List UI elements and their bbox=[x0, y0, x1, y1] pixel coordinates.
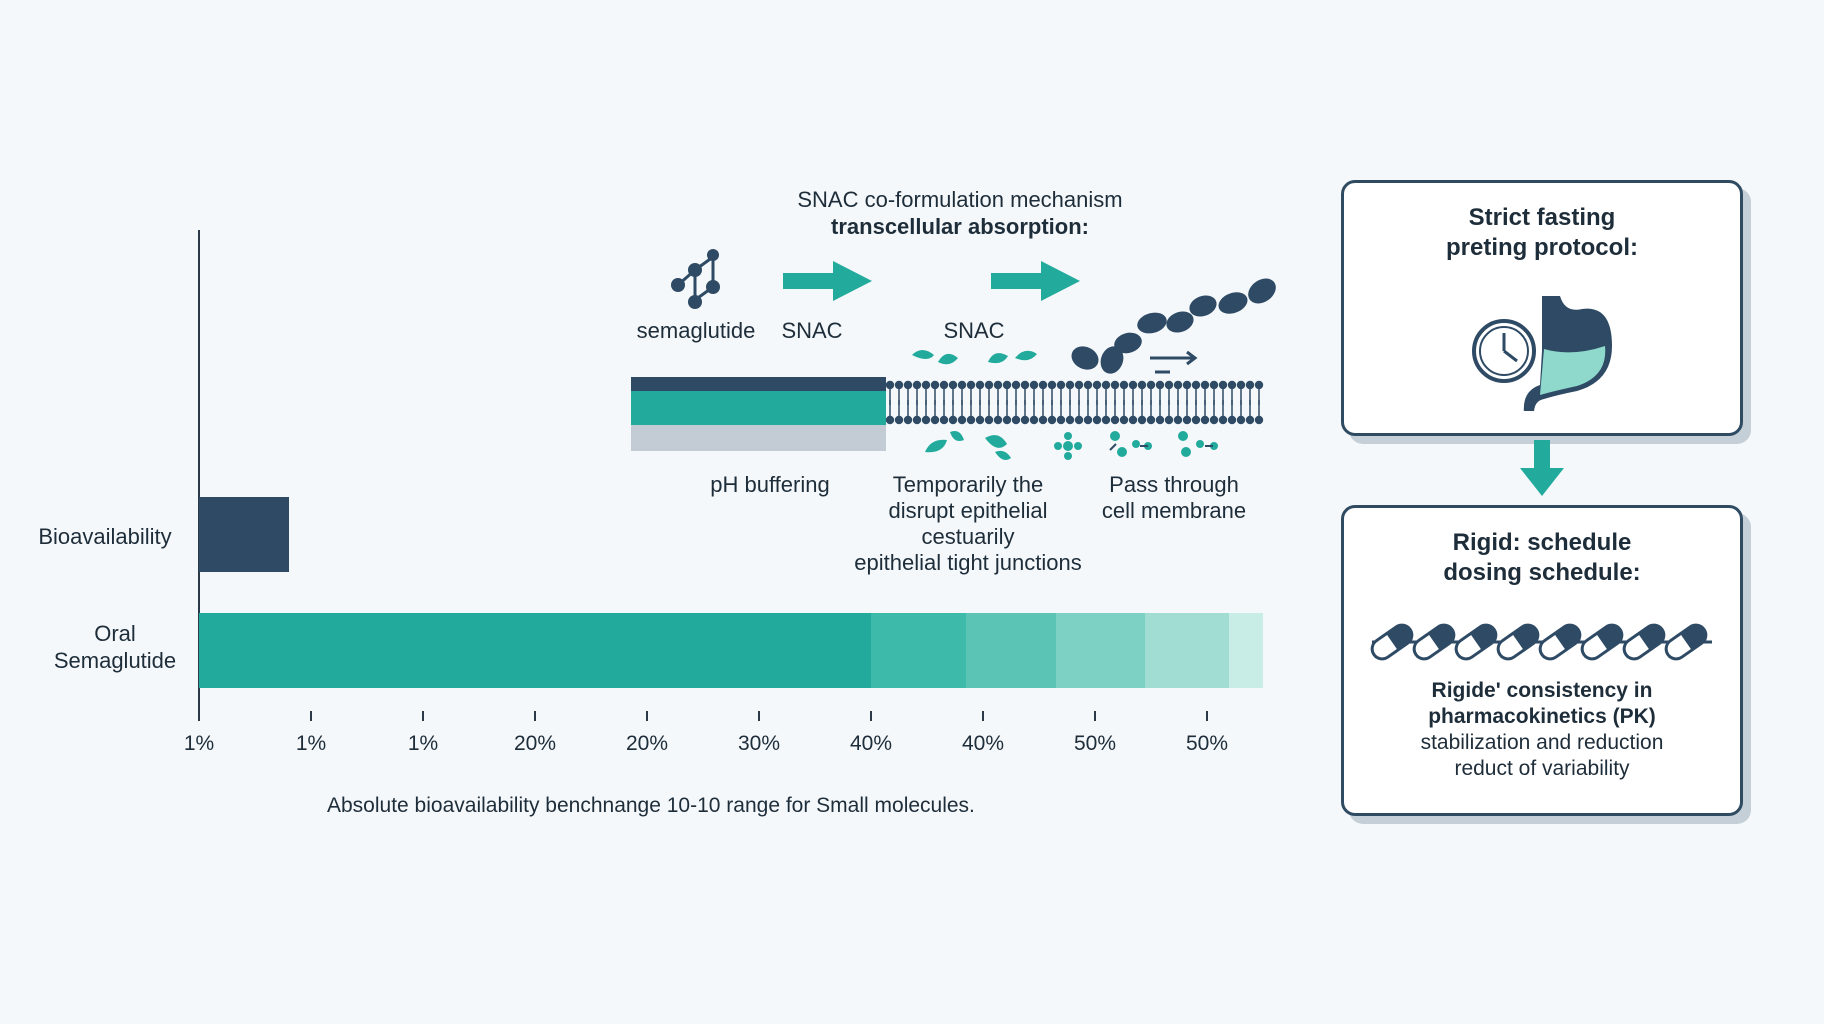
snac-fragments bbox=[912, 350, 1037, 460]
x-tick-label: 1% bbox=[407, 732, 439, 755]
label-snac-2: SNAC bbox=[943, 318, 1005, 343]
bar-segment bbox=[871, 613, 967, 688]
fasting-protocol-panel: Strict fasting preting protocol: bbox=[1341, 180, 1743, 436]
step-pass-membrane: Pass through cell membrane bbox=[1101, 472, 1247, 523]
x-tick-mark bbox=[982, 711, 984, 721]
x-tick-label: 40% bbox=[849, 732, 893, 755]
x-tick-label: 40% bbox=[961, 732, 1005, 755]
buffer-layer-grey bbox=[631, 425, 886, 451]
x-tick-label: 1% bbox=[295, 732, 327, 755]
x-tick-mark bbox=[758, 711, 760, 721]
step-ph-buffering: pH buffering bbox=[710, 472, 830, 497]
x-tick-mark bbox=[1206, 711, 1208, 721]
x-tick-label: 50% bbox=[1185, 732, 1229, 755]
x-tick-mark bbox=[534, 711, 536, 721]
dosing-panel-text: Rigide' consistency in pharmacokinetics … bbox=[1420, 679, 1664, 780]
bar bbox=[199, 497, 289, 572]
x-tick-mark bbox=[1094, 711, 1096, 721]
arrow-down-icon bbox=[1520, 440, 1564, 496]
direction-arrow-icon bbox=[1150, 350, 1198, 374]
bar-segment bbox=[1055, 613, 1146, 688]
dosing-schedule-panel: Rigid: schedule dosing schedule: Rigide'… bbox=[1341, 505, 1743, 816]
x-tick-label: 30% bbox=[737, 732, 781, 755]
x-tick-mark bbox=[646, 711, 648, 721]
cell-membrane-bilayer bbox=[885, 380, 1264, 425]
x-tick-mark bbox=[310, 711, 312, 721]
molecule-clusters bbox=[1054, 431, 1218, 460]
molecule-icon bbox=[671, 249, 720, 309]
arrow-right-icon bbox=[991, 261, 1080, 301]
bar-segment bbox=[199, 613, 871, 688]
x-tick-label: 20% bbox=[625, 732, 669, 755]
x-tick-mark bbox=[870, 711, 872, 721]
fasting-panel-title: Strict fasting preting protocol: bbox=[1446, 204, 1638, 261]
x-tick-mark bbox=[198, 711, 200, 721]
x-tick-label: 1% bbox=[183, 732, 215, 755]
category-label-bioavailability: Bioavailability bbox=[38, 524, 172, 549]
bar-segment bbox=[1145, 613, 1230, 688]
bar-segment bbox=[1229, 613, 1263, 688]
x-tick-label: 20% bbox=[513, 732, 557, 755]
step-disrupt-junctions: Temporarily the disrupt epithelial cestu… bbox=[854, 472, 1082, 575]
buffer-layer-teal bbox=[631, 391, 886, 425]
x-tick-label: 50% bbox=[1073, 732, 1117, 755]
label-semaglutide: semaglutide bbox=[636, 318, 756, 343]
y-axis-line bbox=[198, 230, 200, 720]
x-tick-mark bbox=[422, 711, 424, 721]
chart-footnote: Absolute bioavailability benchnange 10-1… bbox=[327, 794, 975, 817]
peptide-chain bbox=[1071, 278, 1276, 374]
category-label-oral-semaglutide: Oral Semaglutide bbox=[53, 621, 177, 673]
bar-segment bbox=[966, 613, 1056, 688]
mechanism-title: SNAC co-formulation mechanism transcellu… bbox=[797, 187, 1123, 239]
clock-stomach-icon bbox=[1472, 296, 1612, 411]
dosing-panel-title: Rigid: schedule dosing schedule: bbox=[1443, 529, 1641, 586]
arrow-right-icon bbox=[783, 261, 872, 301]
buffer-layer-navy bbox=[631, 377, 886, 391]
label-snac-1: SNAC bbox=[781, 318, 843, 343]
pill-chain-icon bbox=[1370, 623, 1712, 661]
